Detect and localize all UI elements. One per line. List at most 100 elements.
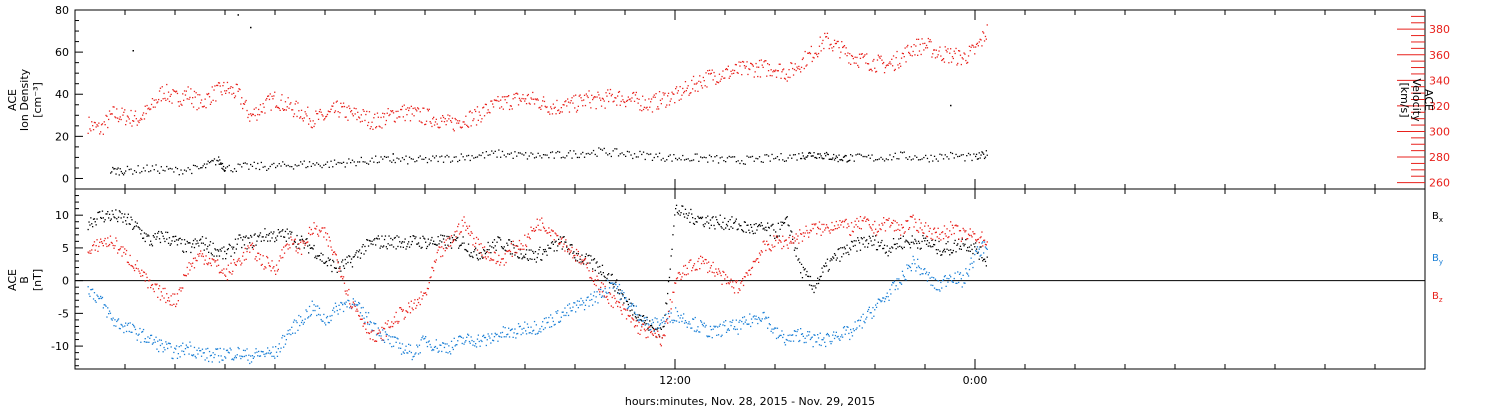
- density-point: [494, 150, 496, 152]
- by-point: [142, 330, 144, 333]
- by-point: [188, 353, 190, 355]
- bz-point: [183, 274, 185, 276]
- bx-point: [134, 221, 137, 223]
- density-point: [775, 157, 777, 159]
- by-point: [127, 322, 129, 325]
- density-point: [844, 154, 846, 157]
- bx-point: [972, 252, 974, 255]
- bx-point: [314, 256, 316, 259]
- velocity-point: [490, 100, 492, 102]
- velocity-point: [775, 69, 777, 71]
- bx-point: [323, 262, 325, 264]
- by-point: [483, 336, 486, 339]
- bz-point: [746, 272, 748, 274]
- velocity-point: [247, 116, 249, 119]
- bx-point: [88, 221, 90, 223]
- bx-point: [603, 275, 605, 277]
- by-point: [932, 284, 934, 287]
- by-point: [522, 332, 524, 334]
- bx-point: [783, 222, 786, 224]
- bz-point: [489, 259, 491, 262]
- by-point: [796, 330, 798, 333]
- bx-point: [804, 268, 806, 270]
- by-point: [126, 324, 129, 326]
- bx-point: [124, 213, 126, 215]
- by-point: [114, 319, 116, 321]
- by-point: [835, 331, 837, 333]
- by-point: [956, 282, 958, 284]
- by-point: [134, 328, 137, 331]
- density-point: [617, 155, 620, 157]
- velocity-point: [950, 61, 953, 63]
- bx-point: [308, 252, 310, 254]
- bx-point: [408, 246, 411, 248]
- bz-point: [590, 276, 592, 279]
- velocity-point: [714, 75, 716, 77]
- bx-point: [683, 216, 686, 218]
- by-point: [357, 304, 359, 306]
- density-point: [416, 160, 418, 162]
- by-point: [592, 295, 595, 297]
- velocity-point: [341, 106, 343, 108]
- bx-point: [151, 245, 154, 247]
- bz-point: [308, 226, 311, 229]
- by-point: [502, 326, 504, 328]
- density-point: [912, 158, 914, 160]
- bx-point: [386, 248, 388, 250]
- bz-point: [281, 249, 283, 251]
- velocity-point: [350, 111, 352, 113]
- bx-point: [939, 250, 941, 252]
- bx-point: [923, 237, 925, 239]
- bz-point: [751, 266, 754, 269]
- velocity-point: [879, 57, 881, 59]
- velocity-point: [360, 114, 362, 116]
- bz-point: [444, 250, 446, 252]
- bx-point: [258, 236, 260, 238]
- by-point: [467, 334, 470, 336]
- bz-point: [932, 238, 934, 241]
- bz-point: [350, 305, 352, 308]
- by-point: [219, 347, 221, 350]
- density-point: [473, 157, 475, 159]
- velocity-point: [261, 111, 263, 113]
- density-point: [637, 156, 639, 158]
- bx-point: [346, 256, 348, 258]
- bx-point: [454, 239, 456, 241]
- velocity-point: [682, 87, 684, 90]
- velocity-point: [984, 35, 987, 38]
- density-point: [753, 160, 755, 162]
- bx-point: [959, 245, 962, 247]
- bz-point: [208, 257, 211, 260]
- velocity-point: [386, 112, 388, 114]
- bx-point: [183, 251, 185, 253]
- bx-point: [982, 260, 984, 262]
- velocity-point: [419, 111, 421, 113]
- bx-point: [546, 254, 548, 256]
- by-point: [750, 318, 753, 320]
- velocity-point: [757, 75, 759, 78]
- bz-point: [302, 242, 304, 244]
- by-point: [977, 252, 979, 254]
- bx-point: [948, 249, 950, 251]
- velocity-point: [679, 86, 681, 88]
- bx-point: [369, 240, 371, 242]
- velocity-point: [383, 116, 385, 118]
- bz-point: [389, 326, 391, 329]
- bx-point: [350, 261, 352, 264]
- bz-point: [748, 269, 750, 272]
- bz-point: [834, 228, 837, 230]
- bz-point: [205, 255, 207, 257]
- density-point: [448, 156, 450, 158]
- bz-point: [251, 242, 254, 244]
- bx-point: [260, 240, 262, 242]
- velocity-point: [125, 124, 127, 126]
- bz-point: [385, 335, 387, 337]
- bx-point: [748, 229, 750, 231]
- bx-point: [427, 238, 429, 240]
- by-point: [455, 344, 457, 346]
- density-point: [616, 148, 618, 150]
- by-point: [961, 286, 963, 288]
- bz-point: [282, 256, 284, 259]
- bz-point: [883, 222, 886, 224]
